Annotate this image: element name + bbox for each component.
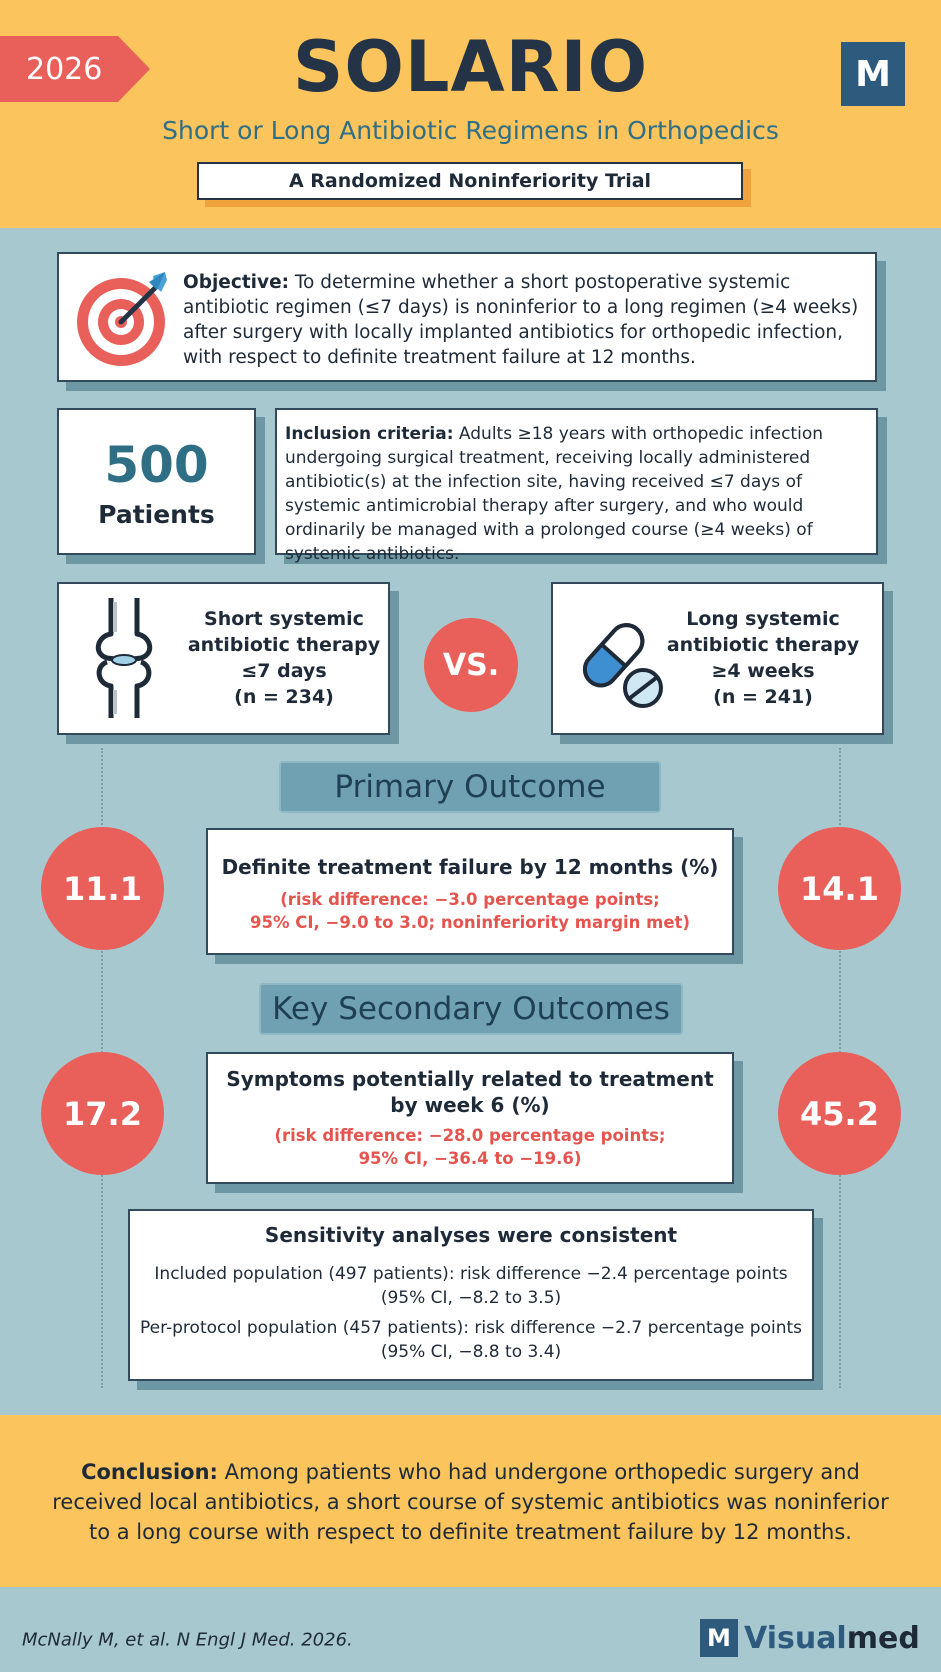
year-tag: 2026: [0, 36, 150, 102]
citation: McNally M, et al. N Engl J Med. 2026.: [22, 1629, 353, 1651]
long-arm-line-4: (n = 241): [713, 686, 813, 708]
primary-outcome-detail-2: 95% CI, −9.0 to 3.0; noninferiority marg…: [250, 913, 690, 932]
target-icon: [77, 272, 167, 366]
secondary-long-value: 45.2: [778, 1052, 901, 1175]
footer: [0, 1587, 941, 1672]
brand-mark: M: [700, 1619, 738, 1657]
inclusion-label: Inclusion criteria:: [285, 424, 454, 444]
short-arm-line-1: Short systemic: [204, 608, 364, 630]
vs-badge: VS.: [424, 618, 518, 712]
secondary-outcome-detail-1: (risk difference: −28.0 percentage point…: [274, 1126, 666, 1145]
sensitivity-line-1: Included population (497 patients): risk…: [154, 1264, 788, 1284]
short-arm-line-2: antibiotic therapy: [187, 634, 381, 656]
conclusion-text: Conclusion: Among patients who had under…: [40, 1457, 901, 1547]
objective-body: To determine whether a short postoperati…: [183, 272, 859, 368]
primary-outcome-detail-1: (risk difference: −3.0 percentage points…: [280, 890, 660, 909]
short-arm-line-3: ≤7 days: [241, 660, 327, 682]
secondary-short-value: 17.2: [41, 1052, 164, 1175]
sensitivity-card: Sensitivity analyses were consistent Inc…: [128, 1209, 814, 1381]
brand-logo: M Visualmed: [700, 1616, 920, 1660]
long-arm-line-2: antibiotic therapy: [666, 634, 860, 656]
sensitivity-line-2: (95% CI, −8.2 to 3.5): [380, 1288, 562, 1308]
brand-part-2: med: [846, 1620, 920, 1656]
long-arm-line-3: ≥4 weeks: [711, 660, 815, 682]
knee-joint-icon: [95, 598, 153, 718]
inclusion-card: Inclusion criteria: Adults ≥18 years wit…: [275, 408, 878, 564]
short-arm-line-4: (n = 234): [234, 686, 334, 708]
long-arm-text: Long systemic antibiotic therapy ≥4 week…: [663, 606, 863, 710]
sensitivity-line-4: (95% CI, −8.8 to 3.4): [380, 1342, 562, 1362]
secondary-outcome-heading-2: by week 6 (%): [390, 1093, 550, 1117]
secondary-outcome-heading-1: Symptoms potentially related to treatmen…: [226, 1067, 714, 1091]
secondary-outcomes-title: Key Secondary Outcomes: [259, 983, 683, 1035]
objective-text: Objective: To determine whether a short …: [183, 270, 863, 370]
long-arm-card: Long systemic antibiotic therapy ≥4 week…: [551, 582, 884, 735]
sensitivity-heading: Sensitivity analyses were consistent: [264, 1223, 678, 1247]
conclusion-band: Conclusion: Among patients who had under…: [0, 1415, 941, 1587]
patients-card: 500 Patients: [57, 408, 256, 555]
primary-outcome-heading: Definite treatment failure by 12 months …: [221, 855, 719, 879]
trial-subtitle: Short or Long Antibiotic Regimens in Ort…: [162, 116, 779, 145]
patient-count: 500: [104, 436, 209, 494]
primary-short-value: 11.1: [41, 827, 164, 950]
inclusion-body: Adults ≥18 years with orthopedic infecti…: [285, 424, 823, 564]
primary-outcome-card: Definite treatment failure by 12 months …: [206, 828, 734, 955]
sensitivity-line-3: Per-protocol population (457 patients): …: [140, 1318, 802, 1338]
conclusion-body: Among patients who had undergone orthope…: [52, 1460, 889, 1544]
short-arm-text: Short systemic antibiotic therapy ≤7 day…: [184, 606, 384, 710]
journal-logo: M: [841, 42, 905, 106]
brand-wordmark: Visualmed: [744, 1621, 920, 1656]
short-arm-card: Short systemic antibiotic therapy ≤7 day…: [57, 582, 390, 735]
capsule-pill-icon: [582, 623, 663, 708]
trial-title: SOLARIO: [292, 26, 649, 108]
brand-part-1: Visual: [744, 1620, 847, 1656]
primary-outcome-title: Primary Outcome: [279, 761, 661, 813]
inclusion-text: Inclusion criteria: Adults ≥18 years wit…: [285, 422, 869, 566]
secondary-outcome-card: Symptoms potentially related to treatmen…: [206, 1052, 734, 1184]
long-arm-line-1: Long systemic: [686, 608, 840, 630]
conclusion-label: Conclusion:: [81, 1460, 218, 1484]
objective-card: Objective: To determine whether a short …: [57, 252, 877, 382]
trial-type-label: A Randomized Noninferiority Trial: [197, 162, 743, 200]
patient-label: Patients: [98, 500, 215, 529]
secondary-outcome-detail-2: 95% CI, −36.4 to −19.6): [358, 1149, 582, 1168]
primary-long-value: 14.1: [778, 827, 901, 950]
objective-label: Objective:: [183, 272, 290, 293]
